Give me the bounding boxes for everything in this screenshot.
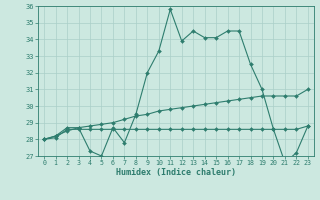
X-axis label: Humidex (Indice chaleur): Humidex (Indice chaleur) bbox=[116, 168, 236, 177]
